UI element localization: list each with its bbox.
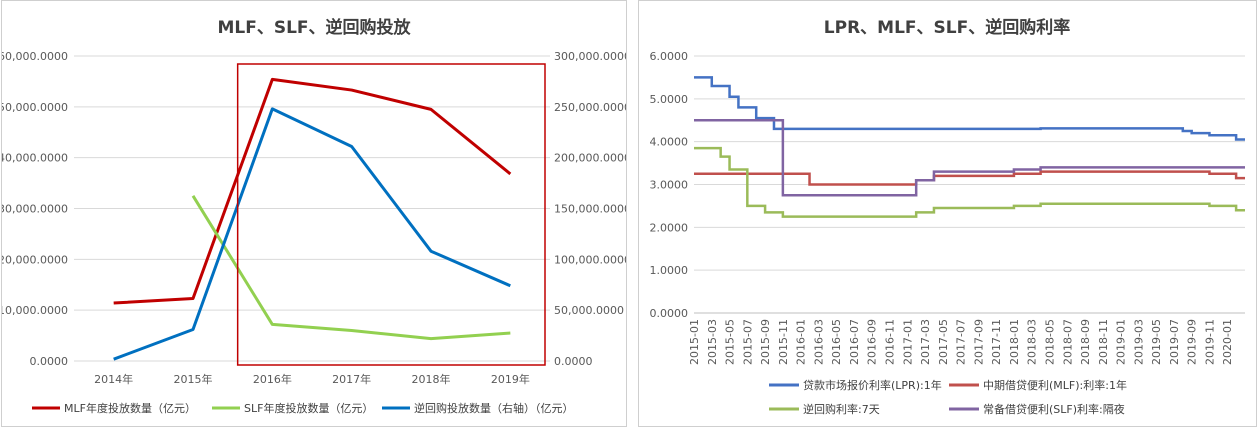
legend-label: SLF年度投放数量（亿元） <box>244 401 373 415</box>
x-axis-tick-label: 2017-03 <box>919 319 932 365</box>
x-axis-tick-label: 2018-07 <box>1061 319 1074 365</box>
x-axis-tick-label: 2016-05 <box>830 319 843 365</box>
highlight-box <box>236 63 546 366</box>
right-axis-tick-label: 300,000.0000 <box>554 50 626 63</box>
x-axis-tick-label: 2015-01 <box>688 319 701 365</box>
right-chart-panel: LPR、MLF、SLF、逆回购利率 0.0000 1.0000 2.0000 3.00… <box>638 0 1257 427</box>
x-axis-tick-label: 2014年 <box>94 372 133 386</box>
left-axis-tick-label: 10,000.0000 <box>2 304 68 317</box>
left-axis-tick-label: 50,000.0000 <box>2 101 68 114</box>
right-axis-tick-label: 100,000.0000 <box>554 253 626 266</box>
y-axis-tick-label: 5.0000 <box>650 93 689 106</box>
x-axis-tick-label: 2019-09 <box>1186 319 1199 365</box>
series-line-4 <box>694 119 1245 197</box>
chart-title: LPR、MLF、SLF、逆回购利率 <box>824 17 1070 38</box>
left-axis-tick-label: 60,000.0000 <box>2 50 68 63</box>
x-axis-tick-label: 2017-07 <box>955 319 968 365</box>
x-axis-tick-label: 2015-05 <box>724 319 737 365</box>
x-axis-tick-label: 2018-11 <box>1097 319 1110 365</box>
x-axis-tick-label: 2017-09 <box>972 319 985 365</box>
series-line-2 <box>191 195 511 341</box>
left-chart-panel: MLF、SLF、逆回购投放 0.0000 10,000.0000 20,000.00… <box>1 0 627 427</box>
legend-label: 中期借贷便利(MLF):利率:1年 <box>983 378 1127 392</box>
x-axis-tick-label: 2019-03 <box>1132 319 1145 365</box>
series-lines <box>113 77 512 361</box>
right-axis-ticks: 0.0000 50,000.0000 100,000.0000 150,000.000… <box>554 50 626 368</box>
x-axis-tick-label: 2016-03 <box>812 319 825 365</box>
left-axis-tick-label: 40,000.0000 <box>2 152 68 165</box>
right-axis-tick-label: 250,000.0000 <box>554 101 626 114</box>
mlf-slf-reverse-repo-chart: MLF、SLF、逆回购投放 0.0000 10,000.0000 20,000.00… <box>2 17 626 415</box>
x-axis-tick-label: 2016-09 <box>866 319 879 365</box>
x-axis-tick-label: 2017-01 <box>901 319 914 365</box>
legend-label: 逆回购投放数量（右轴）（亿元） <box>414 401 574 415</box>
x-axis-ticks: 2015-01 2015-03 2015-05 2015-07 2015-09 2015-… <box>688 319 1234 365</box>
legend-label: 逆回购利率:7天 <box>803 402 880 416</box>
legend: 贷款市场报价利率(LPR):1年 中期借贷便利(MLF):利率:1年逆回购利率:7… <box>769 378 1127 416</box>
x-axis-tick-label: 2017-05 <box>937 319 950 365</box>
y-axis-tick-label: 1.0000 <box>650 264 689 277</box>
series-lines <box>694 76 1245 218</box>
x-axis-tick-label: 2015-09 <box>759 319 772 365</box>
right-axis-tick-label: 0.0000 <box>554 355 593 368</box>
interest-rate-chart: LPR、MLF、SLF、逆回购利率 0.0000 1.0000 2.0000 3.00… <box>650 17 1245 416</box>
x-axis-tick-label: 2015年 <box>174 372 213 386</box>
x-axis-tick-label: 2017年 <box>332 372 371 386</box>
y-axis-ticks: 0.0000 1.0000 2.0000 3.0000 4.0000 5.0000 6.00… <box>650 50 689 320</box>
x-axis-tick-label: 2019-05 <box>1150 319 1163 365</box>
x-axis-tick-label: 2015-07 <box>741 319 754 365</box>
legend: MLF年度投放数量（亿元） SLF年度投放数量（亿元） 逆回购投放数量（右轴）（亿元… <box>32 401 574 415</box>
x-axis-tick-label: 2018-03 <box>1026 319 1039 365</box>
right-axis-tick-label: 150,000.0000 <box>554 203 626 216</box>
right-axis-tick-label: 200,000.0000 <box>554 152 626 165</box>
series-line-3 <box>694 146 1245 218</box>
series-line-1 <box>694 76 1245 141</box>
x-axis-tick-label: 2019-07 <box>1168 319 1181 365</box>
grid-lines <box>74 55 550 362</box>
series-line-1 <box>113 77 512 305</box>
legend-label: 常备借贷便利(SLF)利率:隔夜 <box>983 402 1125 416</box>
x-axis-tick-label: 2018-09 <box>1079 319 1092 365</box>
x-axis-tick-label: 2015-03 <box>706 319 719 365</box>
y-axis-tick-label: 6.0000 <box>650 50 689 63</box>
x-axis-tick-label: 2018-01 <box>1008 319 1021 365</box>
y-axis-tick-label: 4.0000 <box>650 136 689 149</box>
y-axis-tick-label: 0.0000 <box>650 307 689 320</box>
grid-lines <box>694 55 1245 314</box>
x-axis-tick-label: 2016-07 <box>848 319 861 365</box>
left-axis-tick-label: 0.0000 <box>30 355 69 368</box>
series-line-2 <box>694 170 1245 186</box>
x-axis-tick-label: 2015-11 <box>777 319 790 365</box>
x-axis-tick-label: 2019-11 <box>1203 319 1216 365</box>
x-axis-tick-label: 2016年 <box>253 372 292 386</box>
series-line-3 <box>113 107 511 361</box>
legend-label: 贷款市场报价利率(LPR):1年 <box>803 378 942 392</box>
x-axis-tick-label: 2016-01 <box>795 319 808 365</box>
left-axis-ticks: 0.0000 10,000.0000 20,000.0000 30,000.0000 4… <box>2 50 68 368</box>
x-axis-tick-label: 2018年 <box>412 372 451 386</box>
x-axis-tick-label: 2016-11 <box>884 319 897 365</box>
left-axis-tick-label: 30,000.0000 <box>2 203 68 216</box>
chart-title: MLF、SLF、逆回购投放 <box>217 17 411 38</box>
x-axis-tick-label: 2017-11 <box>990 319 1003 365</box>
x-axis-tick-label: 2018-05 <box>1043 319 1056 365</box>
y-axis-tick-label: 2.0000 <box>650 221 689 234</box>
left-axis-tick-label: 20,000.0000 <box>2 253 68 266</box>
right-axis-tick-label: 50,000.0000 <box>554 304 624 317</box>
legend-label: MLF年度投放数量（亿元） <box>64 401 196 415</box>
y-axis-tick-label: 3.0000 <box>650 179 689 192</box>
x-axis-tick-label: 2019-01 <box>1115 319 1128 365</box>
x-axis-tick-label: 2020-01 <box>1221 319 1234 365</box>
x-axis-ticks: 2014年 2015年 2016年 2017年 2018年 2019年 <box>94 372 530 386</box>
x-axis-tick-label: 2019年 <box>491 372 530 386</box>
